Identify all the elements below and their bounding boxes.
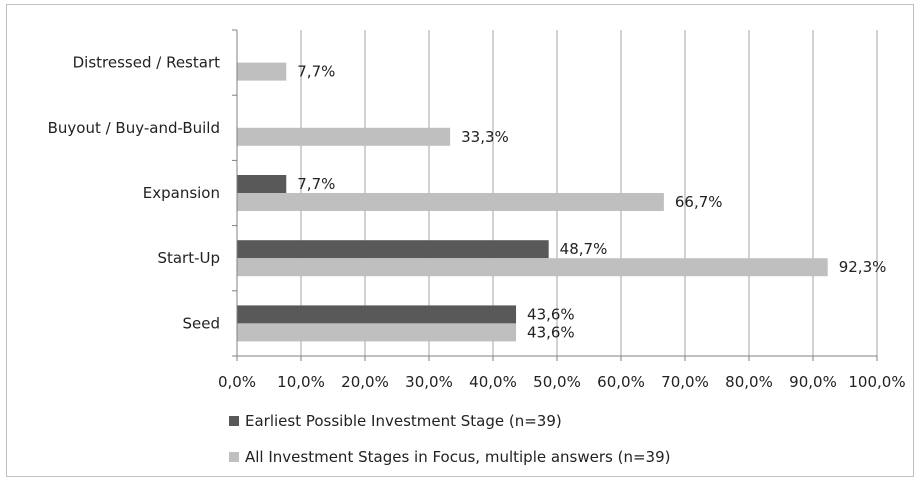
category-label: Start-Up — [157, 249, 220, 267]
bar-all — [237, 62, 287, 81]
x-tick-label: 0,0% — [218, 373, 256, 391]
data-label: 43,6% — [527, 305, 575, 323]
data-label: 43,6% — [527, 323, 575, 341]
x-tick-label: 90,0% — [789, 373, 837, 391]
legend-label-earliest: Earliest Possible Investment Stage (n=39… — [245, 412, 562, 430]
x-tick-label: 60,0% — [597, 373, 645, 391]
legend-swatch-earliest — [229, 416, 239, 426]
bar-all — [237, 258, 828, 277]
legend-item-all: All Investment Stages in Focus, multiple… — [229, 448, 671, 466]
chart-frame — [6, 4, 914, 477]
x-tick-label: 100,0% — [848, 373, 905, 391]
legend-swatch-all — [229, 452, 239, 462]
data-label: 48,7% — [560, 240, 608, 258]
data-label: 33,3% — [461, 128, 509, 146]
category-label: Expansion — [143, 184, 220, 202]
x-tick-label: 40,0% — [469, 373, 517, 391]
x-tick-label: 70,0% — [661, 373, 709, 391]
bar-all — [237, 323, 517, 342]
x-tick-label: 80,0% — [725, 373, 773, 391]
x-tick-label: 10,0% — [277, 373, 325, 391]
category-label: Buyout / Buy-and-Build — [48, 119, 220, 137]
bar-all — [237, 127, 451, 146]
x-tick-label: 20,0% — [341, 373, 389, 391]
x-tick-label: 30,0% — [405, 373, 453, 391]
data-label: 7,7% — [297, 175, 335, 193]
data-label: 7,7% — [297, 63, 335, 81]
legend-label-all: All Investment Stages in Focus, multiple… — [245, 448, 671, 466]
data-label: 92,3% — [839, 258, 887, 276]
x-tick-label: 50,0% — [533, 373, 581, 391]
category-label: Seed — [183, 314, 221, 332]
legend-item-earliest: Earliest Possible Investment Stage (n=39… — [229, 412, 562, 430]
bar-earliest — [237, 175, 287, 193]
category-label: Distressed / Restart — [73, 54, 220, 72]
bar-all — [237, 193, 664, 211]
data-label: 66,7% — [675, 193, 723, 211]
bar-earliest — [237, 305, 517, 324]
bar-earliest — [237, 240, 549, 259]
